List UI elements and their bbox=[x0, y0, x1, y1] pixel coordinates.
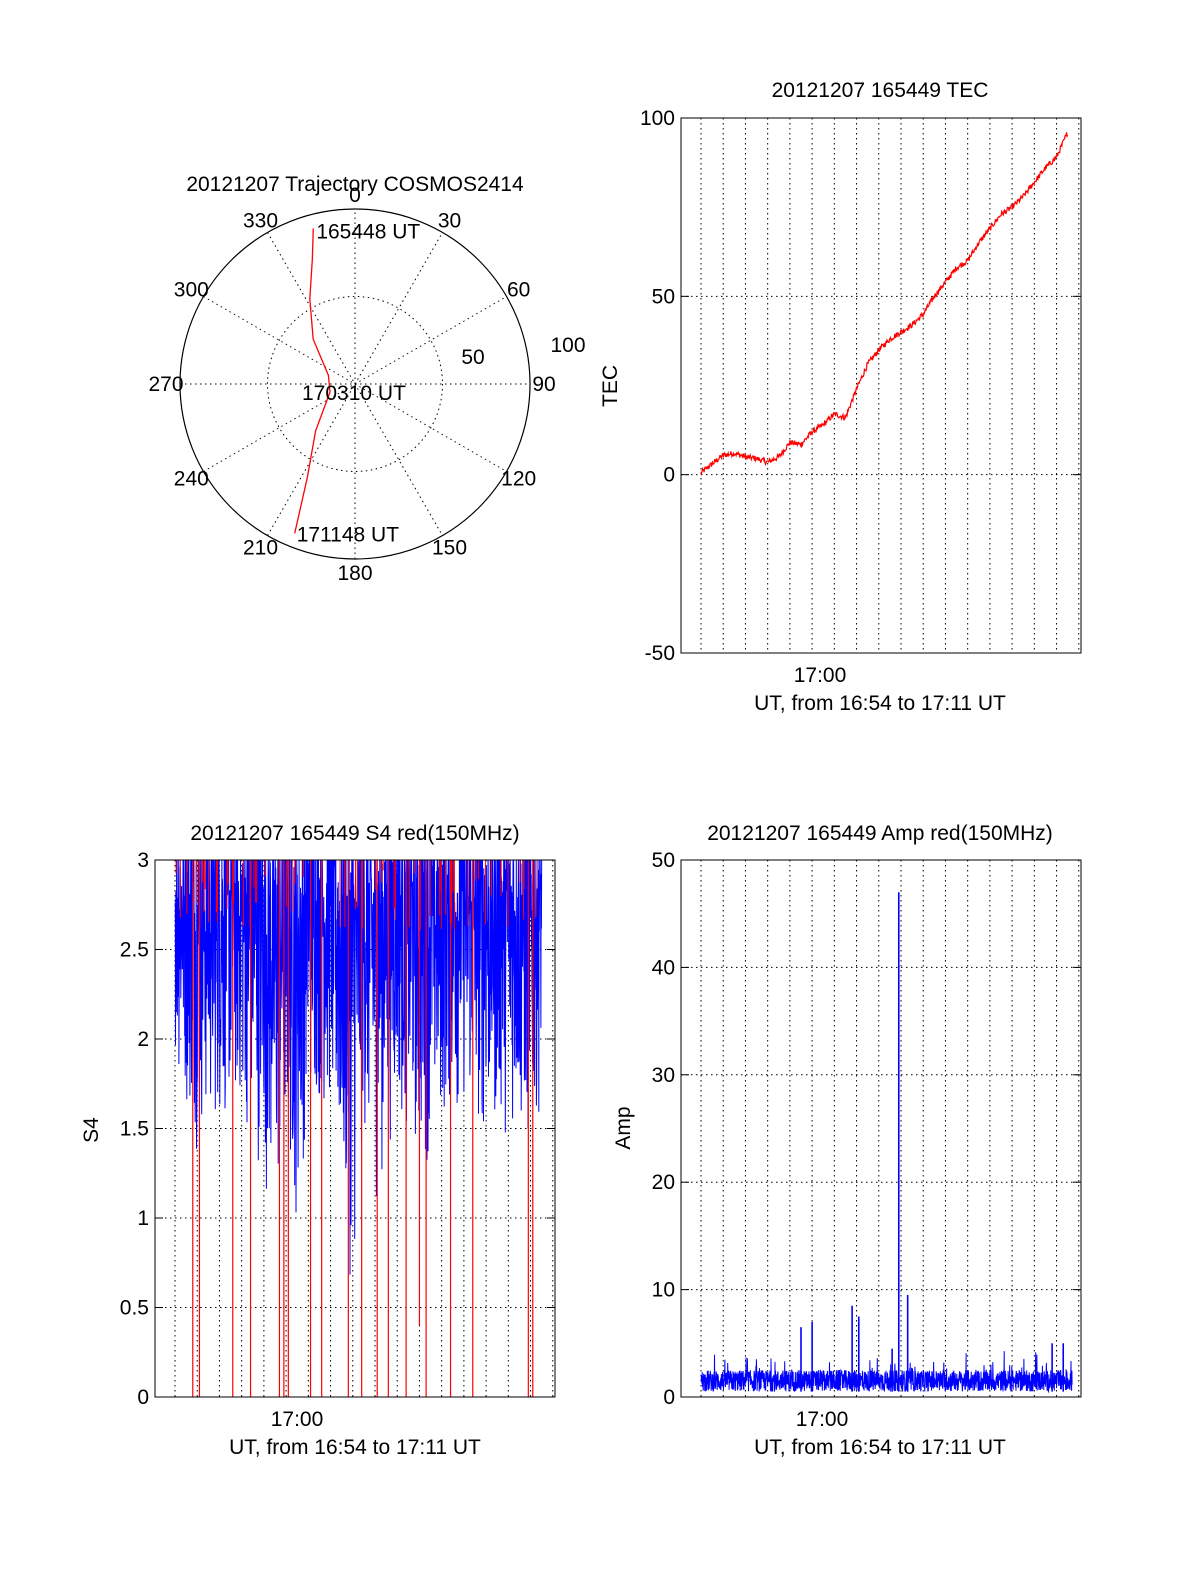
polar-azimuth-label: 120 bbox=[501, 468, 536, 491]
s4-title: 20121207 165449 S4 red(150MHz) bbox=[190, 822, 519, 845]
s4-blue-series bbox=[174, 860, 543, 1275]
polar-azimuth-label: 150 bbox=[432, 537, 467, 560]
y-tick-label: 100 bbox=[640, 107, 675, 130]
y-tick-label: 10 bbox=[652, 1279, 675, 1302]
y-tick-label: 50 bbox=[652, 285, 675, 308]
y-tick-label: -50 bbox=[645, 642, 675, 665]
amp-y-axis-label: Amp bbox=[612, 1106, 635, 1149]
polar-azimuth-label: 60 bbox=[507, 279, 530, 302]
s4-x-tick-label: 17:00 bbox=[271, 1408, 324, 1431]
s4-y-ticks: 0 0.5 1 1.5 2 2.5 3 bbox=[120, 849, 555, 1409]
amp-title: 20121207 165449 Amp red(150MHz) bbox=[707, 822, 1053, 845]
trajectory-mid-label: 170310 UT bbox=[302, 382, 406, 405]
y-tick-label: 50 bbox=[652, 849, 675, 872]
trajectory-line bbox=[294, 228, 331, 534]
amp-baseline-noise bbox=[700, 1351, 1073, 1394]
polar-azimuth-label: 270 bbox=[148, 373, 183, 396]
y-tick-label: 2.5 bbox=[120, 939, 149, 962]
amp-panel: 20121207 165449 Amp red(150MHz) 0 10 20 30 4… bbox=[612, 822, 1082, 1459]
polar-azimuth-label: 300 bbox=[174, 279, 209, 302]
polar-azimuth-label: 30 bbox=[438, 209, 461, 232]
polar-azimuth-label: 240 bbox=[174, 468, 209, 491]
s4-panel: 20121207 165449 S4 red(150MHz) 0 0.5 1 1.5 2… bbox=[80, 822, 556, 1459]
y-tick-label: 0 bbox=[663, 464, 675, 487]
y-tick-label: 40 bbox=[652, 956, 675, 979]
y-tick-label: 0 bbox=[663, 1386, 675, 1409]
y-tick-label: 2 bbox=[137, 1028, 149, 1051]
tec-x-tick-label: 17:00 bbox=[794, 664, 847, 687]
polar-spoke bbox=[267, 232, 443, 536]
amp-grid bbox=[681, 860, 1081, 1397]
polar-radius-labels: 50 100 bbox=[461, 334, 585, 369]
polar-title: 20121207 Trajectory COSMOS2414 bbox=[186, 173, 524, 196]
y-tick-label: 1.5 bbox=[120, 1118, 149, 1141]
polar-inner-circle bbox=[267, 296, 443, 472]
polar-azimuth-label: 210 bbox=[243, 537, 278, 560]
polar-azimuth-label: 0 bbox=[349, 184, 361, 207]
polar-azimuth-labels: 0 30 60 90 120 150 180 210 240 270 300 330 bbox=[148, 184, 555, 585]
tec-x-axis-label: UT, from 16:54 to 17:11 UT bbox=[754, 692, 1006, 715]
tec-panel: 20121207 165449 TEC -50 0 50 100 17:00 UT, … bbox=[599, 79, 1082, 715]
y-tick-label: 30 bbox=[652, 1064, 675, 1087]
trajectory-end-label: 171148 UT bbox=[297, 523, 400, 546]
polar-radius-label: 50 bbox=[461, 346, 484, 369]
s4-y-axis-label: S4 bbox=[80, 1117, 103, 1143]
tec-plot-frame bbox=[680, 117, 1082, 654]
tec-y-axis-label: TEC bbox=[599, 365, 622, 407]
polar-azimuth-label: 180 bbox=[337, 562, 372, 585]
polar-grid bbox=[179, 208, 531, 560]
y-tick-label: 0 bbox=[137, 1386, 149, 1409]
tec-grid bbox=[681, 118, 1081, 653]
y-tick-label: 0.5 bbox=[120, 1297, 149, 1320]
amp-x-tick-label: 17:00 bbox=[796, 1408, 849, 1431]
tec-title: 20121207 165449 TEC bbox=[772, 79, 989, 102]
s4-blue-line bbox=[174, 860, 543, 1275]
tec-y-ticks: -50 0 50 100 bbox=[640, 107, 1081, 665]
tec-series-line bbox=[700, 132, 1069, 476]
y-tick-label: 20 bbox=[652, 1171, 675, 1194]
amp-y-ticks: 0 10 20 30 40 50 bbox=[652, 849, 1081, 1409]
polar-radius-label: 100 bbox=[550, 334, 585, 357]
s4-x-axis-label: UT, from 16:54 to 17:11 UT bbox=[229, 1436, 481, 1459]
amp-plot-frame bbox=[680, 859, 1082, 1398]
polar-panel: 20121207 Trajectory COSMOS2414 0 30 60 90 12… bbox=[148, 173, 585, 585]
polar-azimuth-label: 90 bbox=[532, 373, 555, 396]
trajectory-start-label: 165448 UT bbox=[316, 220, 420, 243]
s4-red-series bbox=[175, 860, 537, 1397]
amp-x-axis-label: UT, from 16:54 to 17:11 UT bbox=[754, 1436, 1006, 1459]
polar-azimuth-label: 330 bbox=[243, 209, 278, 232]
amp-series bbox=[700, 892, 1073, 1394]
y-tick-label: 3 bbox=[137, 849, 149, 872]
y-tick-label: 1 bbox=[137, 1207, 149, 1230]
